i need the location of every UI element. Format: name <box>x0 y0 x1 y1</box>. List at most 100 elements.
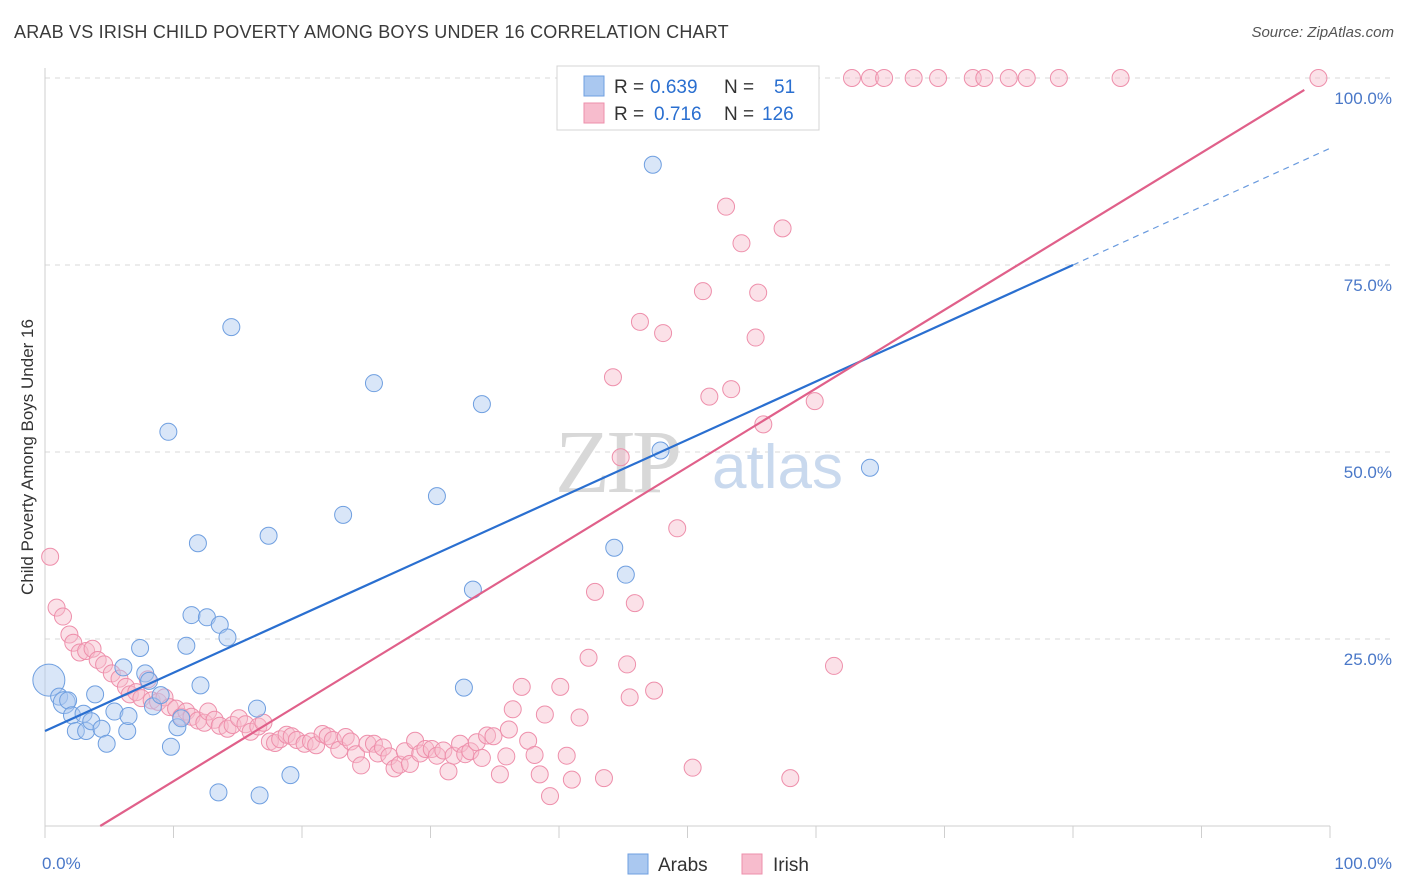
irish-point <box>875 69 894 87</box>
irish-point <box>497 747 516 766</box>
watermark-zip: ZIP <box>555 413 679 512</box>
arabs-n-label: N = <box>724 77 754 98</box>
arabs-point <box>105 702 124 721</box>
irish-point <box>1017 69 1036 87</box>
irish-point <box>484 727 503 746</box>
legend-irish-label: Irish <box>773 855 809 876</box>
watermark-atlas: atlas <box>712 433 843 502</box>
irish-point <box>434 741 453 760</box>
irish-point <box>620 688 639 707</box>
irish-point <box>579 648 598 667</box>
irish-point <box>1309 69 1328 87</box>
irish-point <box>749 283 768 302</box>
x-tick-labels: 0.0% 100.0% <box>42 854 1392 873</box>
irish-point <box>525 745 544 764</box>
y-tick-label: 50.0% <box>1344 463 1392 482</box>
arabs-n-value: 51 <box>774 77 795 98</box>
irish-point <box>512 677 531 696</box>
arabs-series <box>32 155 879 805</box>
irish-point <box>630 312 649 331</box>
y-tick-label: 100.0% <box>1334 89 1392 108</box>
trend-lines <box>44 89 1331 827</box>
arabs-point <box>92 719 111 738</box>
irish-point <box>746 328 765 347</box>
irish-point <box>570 708 589 727</box>
chart-title: ARAB VS IRISH CHILD POVERTY AMONG BOYS U… <box>14 22 729 42</box>
x-tick-label: 100.0% <box>1334 854 1392 873</box>
legend-irish-swatch <box>741 853 763 875</box>
irish-point <box>352 756 371 775</box>
irish-point <box>499 720 518 739</box>
arabs-point <box>218 628 237 647</box>
arabs-point <box>97 734 116 753</box>
arabs-point <box>172 709 191 728</box>
irish-point <box>999 69 1018 87</box>
irish-point <box>205 710 224 729</box>
irish-point <box>444 746 463 765</box>
irish-point <box>732 234 751 253</box>
irish-point <box>773 219 792 238</box>
arabs-point <box>114 658 133 677</box>
stats-row-arabs: R = 0.639 N = 51 <box>583 75 795 98</box>
arabs-point <box>209 783 228 802</box>
gridlines <box>45 77 1395 640</box>
irish-point <box>594 769 613 788</box>
arabs-point <box>82 712 101 731</box>
arabs-point <box>472 395 491 414</box>
irish-point <box>781 769 800 788</box>
irish-point <box>461 742 480 761</box>
irish-point <box>842 69 861 87</box>
irish-point <box>975 69 994 87</box>
y-tick-label: 25.0% <box>1344 650 1392 669</box>
irish-point <box>472 748 491 767</box>
irish-n-label: N = <box>724 104 754 125</box>
arabs-point <box>334 505 353 524</box>
arabs-point <box>860 458 879 477</box>
arabs-r-label: R = <box>614 77 644 98</box>
irish-point <box>562 770 581 789</box>
arabs-point <box>605 538 624 557</box>
irish-point <box>95 655 114 674</box>
arabs-point <box>364 374 383 393</box>
arabs-r-value: 0.639 <box>650 77 698 98</box>
arabs-point <box>118 722 137 741</box>
arabs-point <box>259 526 278 545</box>
irish-point <box>625 594 644 613</box>
irish-point <box>929 69 948 87</box>
irish-point <box>603 368 622 387</box>
arabs-trend-extension <box>1072 147 1331 266</box>
irish-point <box>668 519 687 538</box>
arabs-point <box>50 687 69 706</box>
arabs-point <box>616 565 635 584</box>
irish-point <box>416 739 435 758</box>
legend-arabs-swatch <box>627 853 649 875</box>
arabs-point <box>168 718 187 737</box>
irish-point <box>368 744 387 763</box>
arabs-point <box>643 155 662 174</box>
irish-trend-line <box>99 89 1305 827</box>
y-axis-label: Child Poverty Among Boys Under 16 <box>18 319 37 595</box>
arabs-trend-line <box>44 263 1074 733</box>
arabs-point <box>454 678 473 697</box>
irish-point <box>824 656 843 675</box>
irish-point <box>364 734 383 753</box>
irish-r-value: 0.716 <box>654 104 702 125</box>
watermark: ZIP atlas <box>555 413 843 512</box>
irish-point <box>860 69 879 87</box>
irish-point <box>541 787 560 806</box>
irish-point <box>88 650 107 669</box>
axes <box>44 68 1331 838</box>
irish-point <box>47 598 66 617</box>
irish-point <box>904 69 923 87</box>
arabs-point <box>281 766 300 785</box>
arabs-point <box>191 676 210 695</box>
irish-point <box>373 738 392 757</box>
irish-point <box>717 197 736 216</box>
stats-legend: R = 0.639 N = 51 R = 0.716 N = 126 <box>556 65 820 131</box>
irish-point <box>645 681 664 700</box>
irish-point <box>722 380 741 399</box>
chart-source: Source: ZipAtlas.com <box>1251 24 1394 41</box>
irish-point <box>654 324 673 343</box>
arabs-point <box>222 318 241 337</box>
bottom-legend: Arabs Irish <box>627 853 809 876</box>
